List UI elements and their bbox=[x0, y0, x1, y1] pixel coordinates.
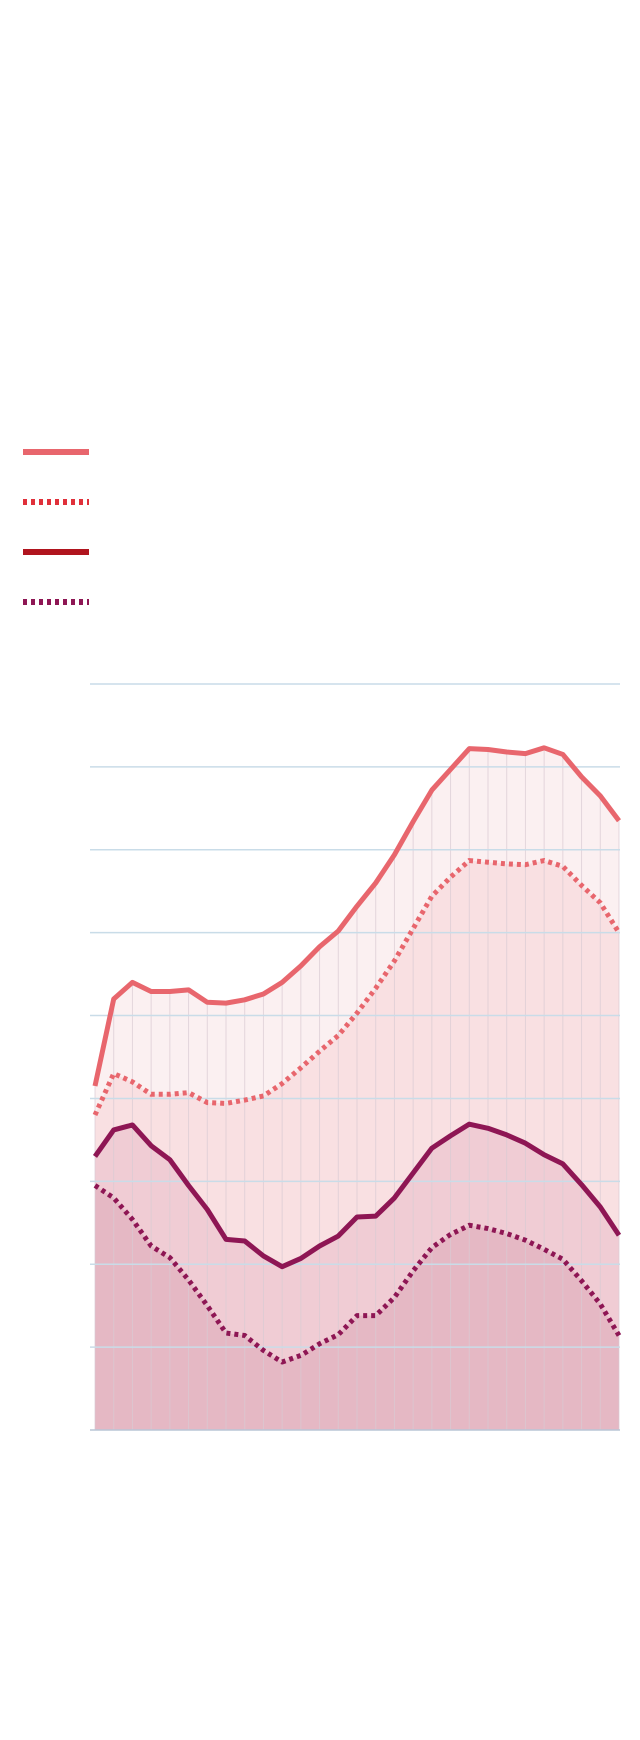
horizontal-gridlines bbox=[90, 683, 620, 1431]
series-line-2 bbox=[92, 858, 622, 1117]
series-line-1 bbox=[92, 745, 621, 1087]
chart-legend bbox=[23, 449, 89, 605]
vertical-gridlines bbox=[94, 747, 620, 1430]
series-line-3 bbox=[92, 1121, 622, 1270]
series-line-4 bbox=[93, 1183, 622, 1365]
series-lines bbox=[92, 745, 622, 1365]
